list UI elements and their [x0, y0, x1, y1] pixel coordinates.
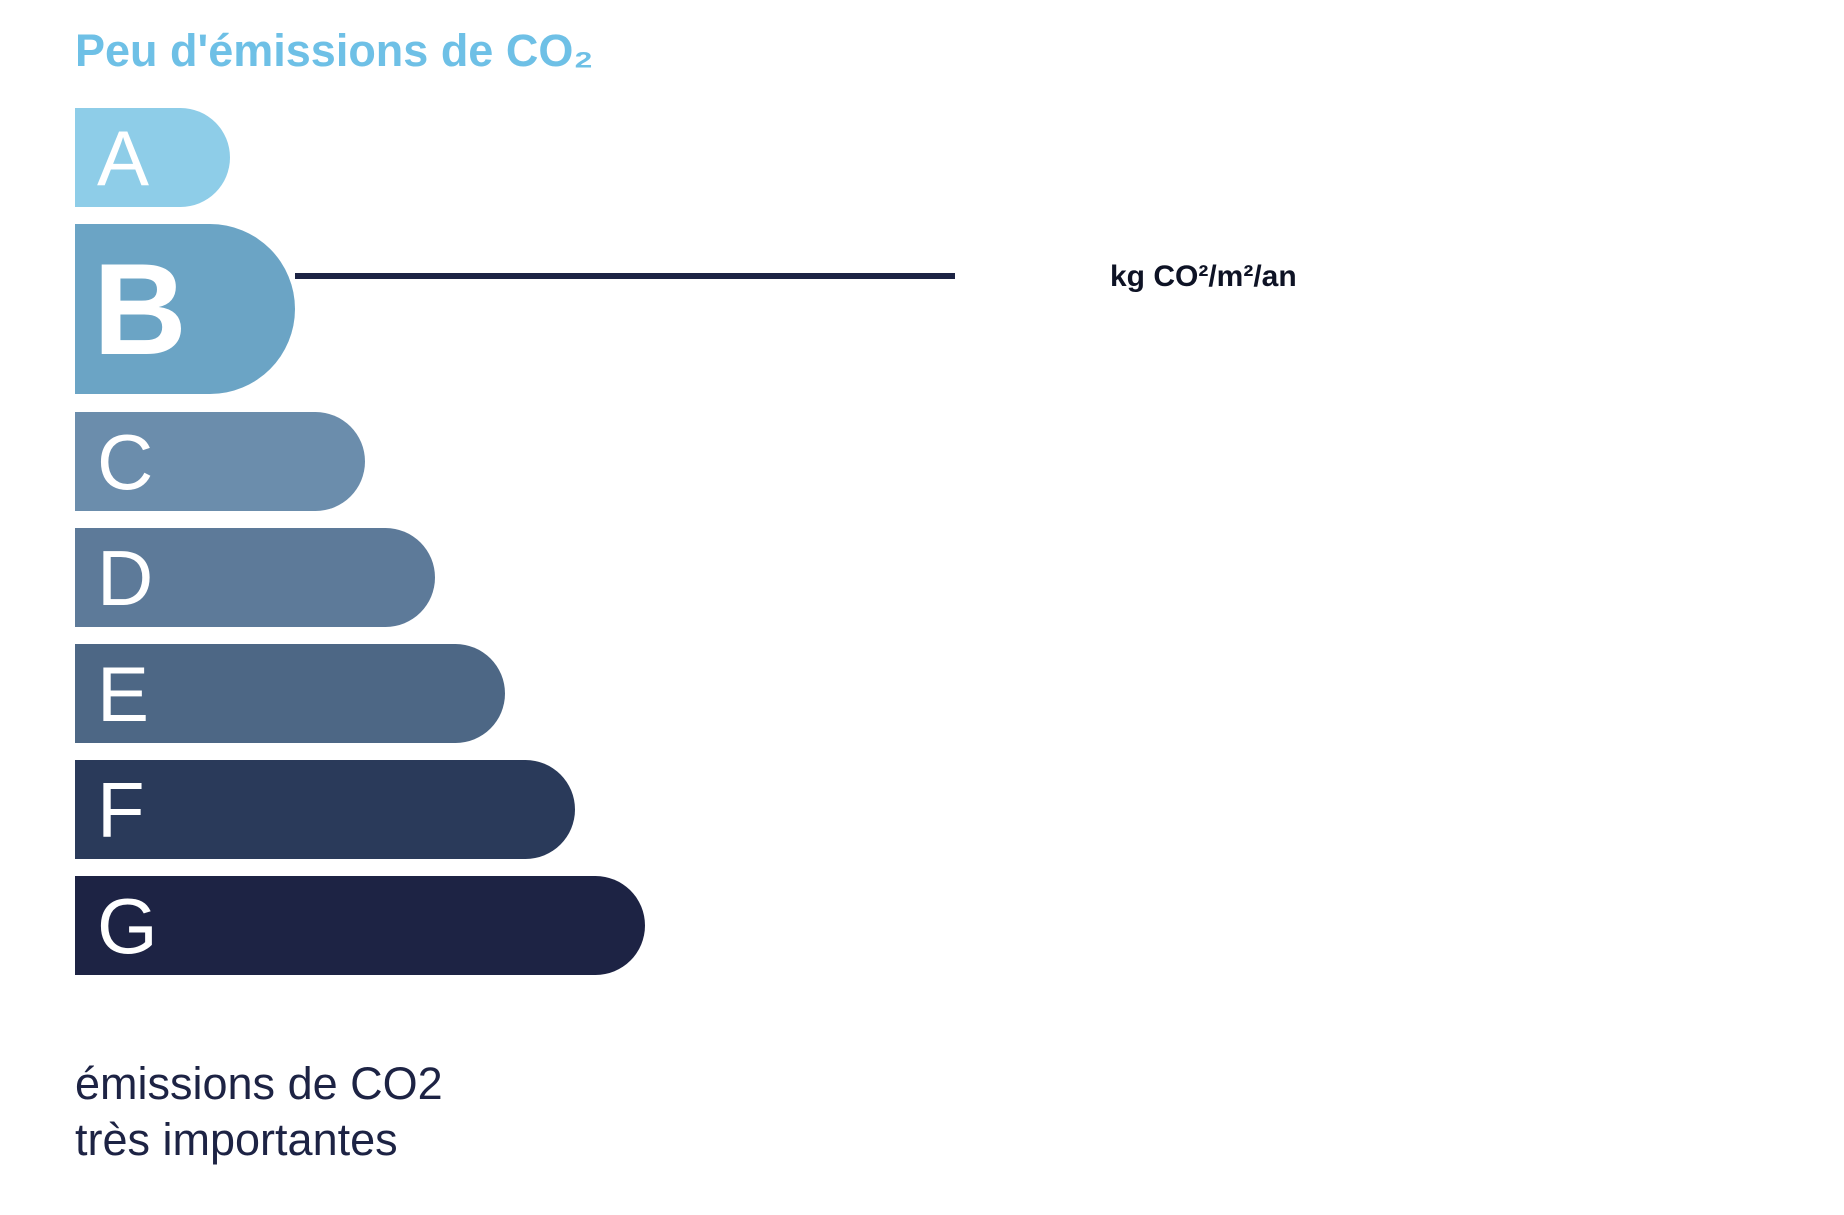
- bottom-caption: émissions de CO2très importantes: [75, 1056, 443, 1169]
- rating-bar-a: A: [75, 108, 230, 207]
- top-caption: Peu d'émissions de CO₂: [75, 25, 593, 77]
- rating-bar-c: C: [75, 412, 365, 511]
- unit-label: kg CO²/m²/an: [1110, 260, 1297, 294]
- rating-letter: C: [75, 423, 153, 501]
- co2-emissions-chart: Peu d'émissions de CO₂ ABCDEFG kg CO²/m²…: [0, 0, 1844, 1215]
- rating-letter: F: [75, 771, 145, 849]
- rating-letter: A: [75, 119, 149, 197]
- rating-bar-f: F: [75, 760, 575, 859]
- rating-letter: B: [75, 244, 187, 374]
- rating-bar-g: G: [75, 876, 645, 975]
- rating-bar-d: D: [75, 528, 435, 627]
- rating-bar-b: B: [75, 224, 295, 394]
- indicator-line: [295, 273, 955, 279]
- rating-letter: E: [75, 655, 149, 733]
- rating-letter: G: [75, 887, 158, 965]
- rating-bar-e: E: [75, 644, 505, 743]
- rating-letter: D: [75, 539, 153, 617]
